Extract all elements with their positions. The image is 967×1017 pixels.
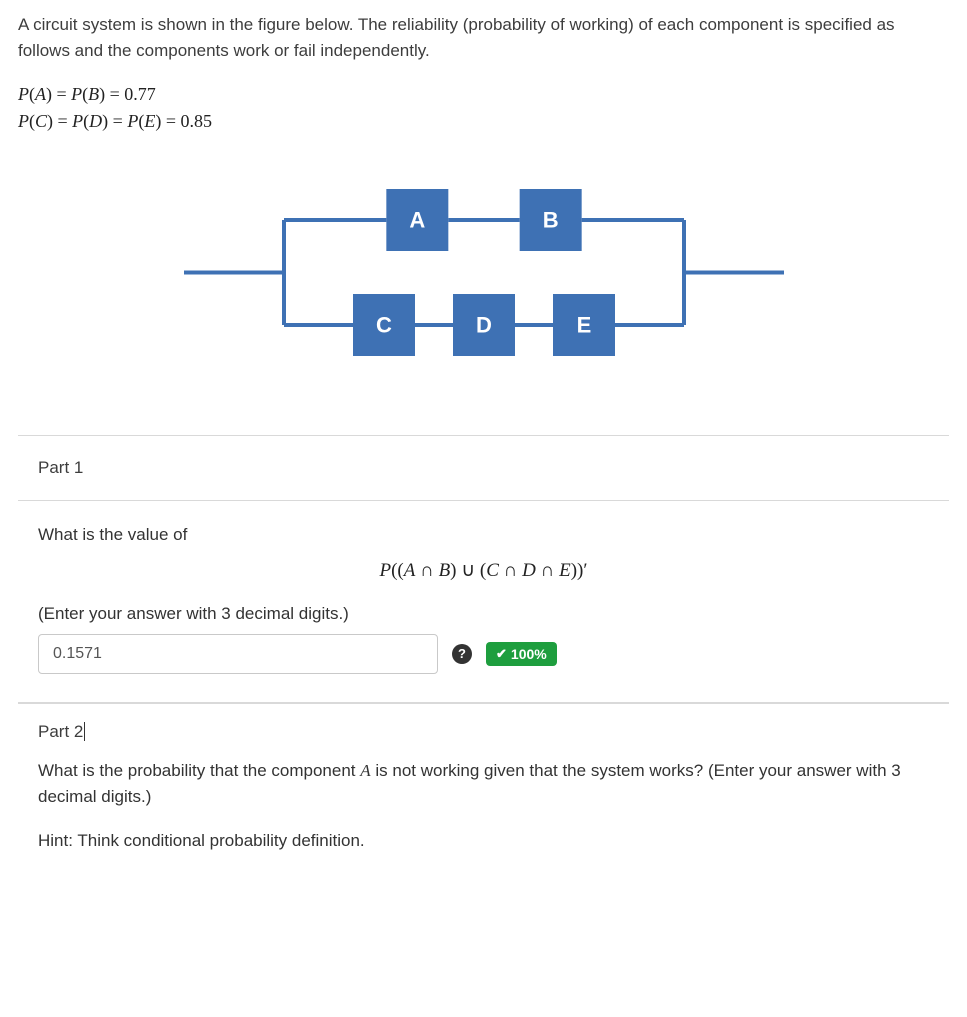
svg-text:A: A (409, 207, 425, 232)
part-1-question-lead: What is the value of (38, 525, 929, 545)
circuit-diagram: A B C D E (164, 165, 804, 385)
score-badge: 100% (486, 642, 557, 666)
problem-intro: A circuit system is shown in the figure … (18, 12, 949, 65)
part-2-header: Part 2​ (18, 704, 949, 750)
score-text: 100% (511, 646, 547, 662)
equation-line-1: P(A) = P(B) = 0.77 (18, 81, 949, 108)
part-2-hint: Hint: Think conditional probability defi… (38, 828, 929, 854)
svg-text:B: B (542, 207, 558, 232)
svg-text:E: E (576, 312, 591, 337)
part-1-formula: P((A ∩ B) ∪ (C ∩ D ∩ E))′ (38, 559, 929, 582)
part-1: Part 1 What is the value of P((A ∩ B) ∪ … (18, 435, 949, 703)
part-1-instruction: (Enter your answer with 3 decimal digits… (38, 604, 929, 624)
part-1-answer-input[interactable] (38, 634, 438, 674)
part-1-header: Part 1 (18, 436, 949, 501)
svg-text:C: C (376, 312, 392, 337)
given-equations: P(A) = P(B) = 0.77 P(C) = P(D) = P(E) = … (18, 81, 949, 135)
part-2: Part 2​ What is the probability that the… (18, 703, 949, 859)
help-icon[interactable]: ? (452, 644, 472, 664)
part-2-question: What is the probability that the compone… (38, 761, 901, 806)
equation-line-2: P(C) = P(D) = P(E) = 0.85 (18, 108, 949, 135)
svg-text:D: D (476, 312, 492, 337)
